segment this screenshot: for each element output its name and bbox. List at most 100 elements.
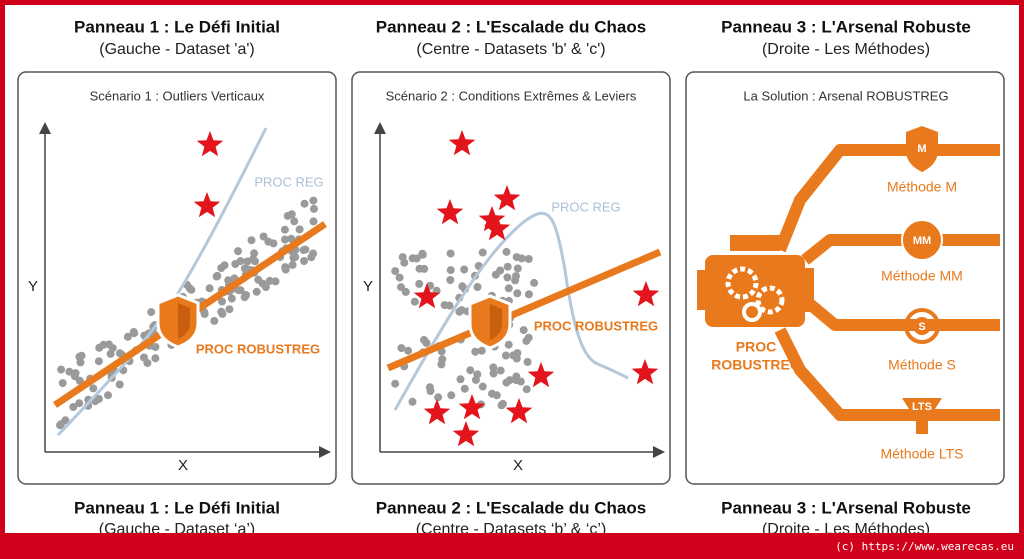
engine-label: PROC <box>736 339 776 355</box>
scatter-dot <box>283 211 292 220</box>
scatter-dot <box>412 254 421 263</box>
scatter-dot <box>151 354 160 363</box>
method-label: Méthode MM <box>881 268 963 284</box>
scatter-dot <box>147 308 156 317</box>
scatter-dot <box>504 284 513 293</box>
x-axis-label: X <box>178 457 188 474</box>
reg-curve <box>393 211 629 411</box>
panel-box <box>685 71 1005 485</box>
copyright: (c) https://www.wearecas.eu <box>835 540 1014 553</box>
panel-title: Panneau 3 : L'Arsenal Robuste <box>721 17 971 36</box>
scatter-dot <box>227 294 236 303</box>
scatter-dot <box>213 271 222 280</box>
shield-icon <box>906 126 938 172</box>
panel-subtitle: (Droite - Les Méthodes) <box>762 41 930 58</box>
scatter-dot <box>217 307 226 316</box>
scatter-dot <box>57 365 66 374</box>
scatter-illustration <box>39 122 331 458</box>
footer-title: Panneau 1 : Le Défi Initial <box>74 498 280 517</box>
scatter-dot <box>89 384 98 393</box>
scatter-dot <box>512 253 521 262</box>
y-axis-label: Y <box>363 278 373 295</box>
scatter-dot <box>522 385 531 394</box>
scatter-dot <box>254 275 263 284</box>
scatter-dot <box>513 349 522 358</box>
scatter-dot <box>434 393 443 402</box>
scatter-dot <box>210 316 219 325</box>
outlier-star <box>436 199 464 225</box>
panel-box <box>17 71 337 485</box>
x-axis-label: X <box>513 457 523 474</box>
scatter-dot <box>496 366 505 375</box>
scatter-dot <box>501 351 510 360</box>
robust-line <box>386 248 662 372</box>
scatter-dot <box>478 382 487 391</box>
outlier-star <box>448 130 476 156</box>
scatter-dot <box>512 376 521 385</box>
scatter-dot <box>295 225 304 234</box>
scatter-dot <box>522 336 531 345</box>
scatter-dot <box>94 357 103 366</box>
scatter-dot <box>503 273 512 282</box>
scatter-dot <box>513 289 522 298</box>
scatter-dot <box>185 284 194 293</box>
scatter-dot <box>519 326 528 335</box>
outlier-star <box>452 421 480 447</box>
scatter-dot <box>225 305 234 314</box>
method-icon-text: LTS <box>912 401 932 413</box>
scatter-dot <box>460 265 469 274</box>
scatter-dot <box>224 276 233 285</box>
scatter-dot <box>99 340 108 349</box>
scatter-dot <box>220 261 229 270</box>
scatter-dot <box>523 358 532 366</box>
scatter-dot <box>460 384 469 393</box>
footer-title: Panneau 2 : L'Escalade du Chaos <box>376 498 646 517</box>
outlier-star <box>196 131 224 157</box>
scatter-dot <box>471 347 480 356</box>
method-icon-text: M <box>917 143 926 155</box>
scatter-dot <box>58 379 67 388</box>
scatter-dot <box>281 263 290 272</box>
scatter-dot <box>391 379 400 388</box>
panel-subtitle: (Gauche - Dataset 'a') <box>99 41 255 58</box>
scatter-dot <box>299 246 308 255</box>
outlier-star <box>193 192 221 218</box>
outlier-star <box>458 394 486 420</box>
outlier-star <box>505 398 533 424</box>
scatter-dot <box>446 276 455 284</box>
scatter-dot <box>400 258 409 267</box>
target-icon <box>904 308 940 344</box>
scatter-dot <box>280 225 289 234</box>
outlier-star <box>632 281 660 307</box>
scatter-dot <box>108 344 117 353</box>
scatter-dot <box>115 380 124 389</box>
method-icon-text: S <box>918 321 925 333</box>
scatter-dot <box>310 204 318 213</box>
scatter-dot <box>447 391 456 400</box>
scatter-dot <box>94 394 103 403</box>
scatter-dot <box>288 260 297 269</box>
method-label: Méthode S <box>888 357 956 373</box>
shield-icon <box>178 303 190 339</box>
scatter-dot <box>404 346 413 355</box>
outlier-star <box>493 185 521 211</box>
scatter-dot <box>395 273 404 282</box>
shield-icon <box>490 304 502 340</box>
footer-title: Panneau 3 : L'Arsenal Robuste <box>721 498 971 517</box>
scatter-dot <box>512 272 520 281</box>
scatter-dot <box>240 264 249 273</box>
scatter-dot <box>502 378 511 387</box>
scatter-dot <box>104 391 112 400</box>
scatter-dot <box>200 310 209 318</box>
scatter-dot <box>75 399 84 408</box>
scatter-dot <box>281 235 289 244</box>
scatter-dot <box>473 283 482 291</box>
scatter-dot <box>502 247 511 256</box>
scatter-dot <box>478 248 487 257</box>
y-axis-label: Y <box>28 278 38 295</box>
scatter-dot <box>408 397 417 406</box>
scatter-dot <box>247 236 256 245</box>
outlier-star <box>527 362 555 388</box>
funnel-icon <box>902 398 942 434</box>
outlier-star <box>413 283 441 309</box>
